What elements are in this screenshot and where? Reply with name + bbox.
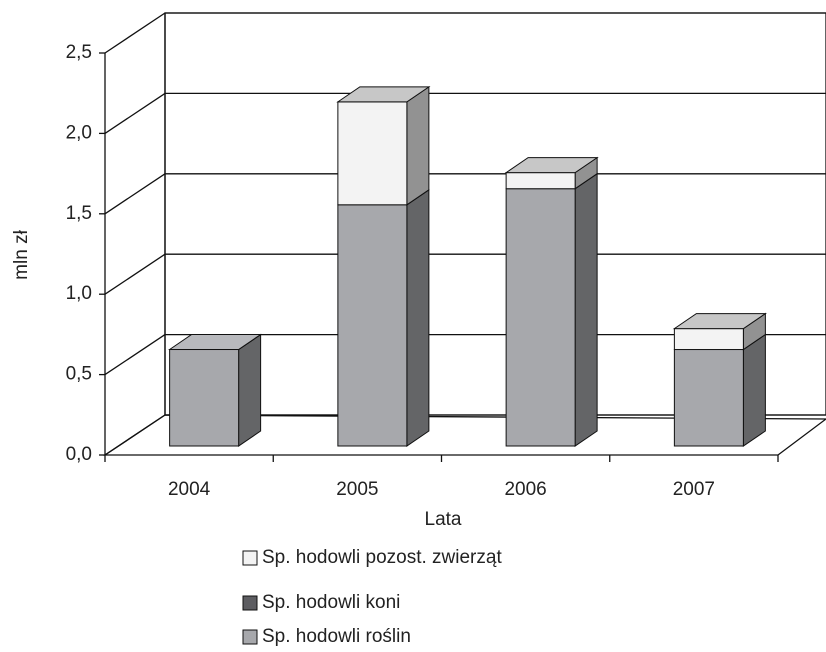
bar-side xyxy=(406,85,430,206)
bar-side xyxy=(574,172,598,447)
x-tick-label: 2005 xyxy=(336,479,378,500)
legend-swatch xyxy=(242,629,258,645)
bar xyxy=(505,188,576,447)
bar-top xyxy=(336,86,431,103)
y-tick-label: 1,0 xyxy=(66,283,92,304)
legend-swatch xyxy=(242,550,258,566)
legend-label: Sp. hodowli roślin xyxy=(262,626,411,647)
y-axis-label: mln zł xyxy=(11,229,32,279)
bar-top xyxy=(168,334,263,351)
y-tick-label: 0,0 xyxy=(66,444,92,465)
bar xyxy=(673,349,744,447)
y-tick-label: 2,0 xyxy=(66,122,92,143)
y-tick-label: 0,5 xyxy=(66,364,92,385)
bar xyxy=(673,328,744,351)
legend-swatch xyxy=(242,595,258,611)
bar xyxy=(169,349,240,447)
bar-side xyxy=(238,333,262,447)
legend-label: Sp. hodowli pozost. zwierząt xyxy=(262,547,502,568)
bar-top xyxy=(672,313,767,330)
x-tick-label: 2006 xyxy=(504,479,546,500)
y-tick-label: 2,5 xyxy=(66,42,92,63)
bar xyxy=(505,172,576,190)
y-tick-label: 1,5 xyxy=(66,203,92,224)
legend-label: Sp. hodowli koni xyxy=(262,592,400,613)
x-tick-label: 2004 xyxy=(168,479,211,500)
bar-side xyxy=(742,333,766,447)
x-tick-label: 2007 xyxy=(673,479,715,500)
bar-side xyxy=(406,188,430,447)
grid-line-side xyxy=(104,414,166,456)
grid-line-side xyxy=(104,12,166,54)
bar xyxy=(337,101,408,206)
bar xyxy=(337,204,408,447)
grid-line-side xyxy=(104,334,166,376)
x-axis-label: Lata xyxy=(425,509,462,530)
grid-line-side xyxy=(104,253,166,295)
bar-top xyxy=(504,157,599,174)
grid-line-side xyxy=(104,92,166,134)
grid-line-side xyxy=(104,173,166,215)
